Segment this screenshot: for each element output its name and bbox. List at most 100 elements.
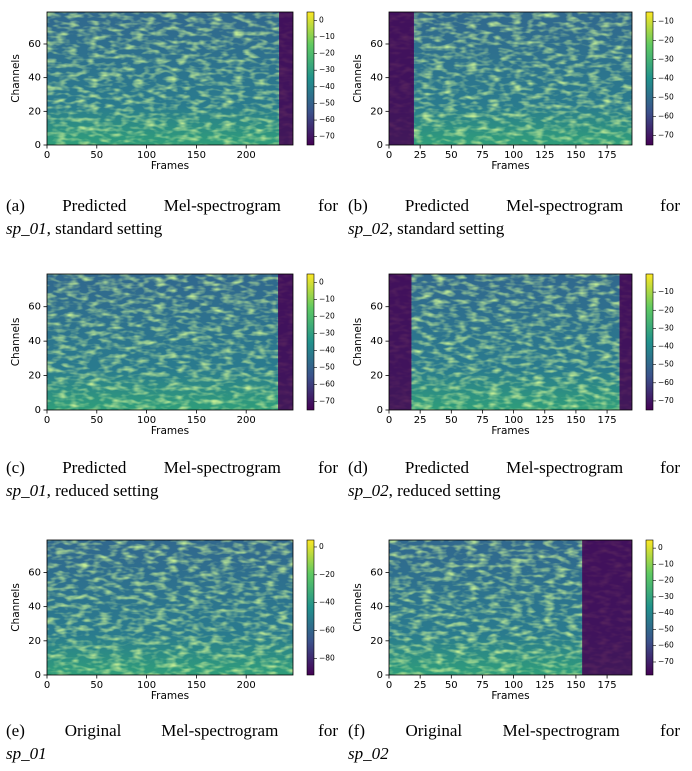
y-axis-label: Channels [352,54,364,103]
x-tick-label: 50 [90,150,103,161]
x-tick-label: 150 [566,680,585,691]
colorbar [645,273,654,411]
y-tick-label: 0 [377,405,383,416]
plot-frame [46,11,294,146]
x-tick-label: 150 [566,150,585,161]
colorbar-tick-label: −70 [319,397,335,406]
colorbar-tick-label: −20 [658,305,674,314]
y-axis-label: Channels [10,54,22,103]
caption: (d) Predicted Mel-spectrogram for sp_02, … [348,456,680,502]
caption-text: Predicted Mel-spectrogram for [62,196,338,215]
colorbar [306,11,315,146]
colorbar-tick-label: −20 [319,312,335,321]
x-tick-label: 150 [187,415,206,426]
y-tick-label: 60 [370,39,383,50]
x-tick-label: 25 [414,415,427,426]
colorbar-tick-label: −10 [658,287,674,296]
y-tick-label: 0 [35,140,41,151]
caption-text: Original Mel-spectrogram for [64,721,338,740]
caption-label: (d) [348,458,368,477]
y-tick-label: 0 [377,140,383,151]
colorbar-tick-label: −40 [658,74,674,83]
x-tick-label: 100 [504,415,523,426]
x-tick-label: 75 [476,415,489,426]
x-tick-label: 50 [90,415,103,426]
x-tick-label: 150 [187,150,206,161]
colorbar [306,539,315,676]
colorbar-tick-label: −40 [319,82,335,91]
x-tick-label: 0 [386,150,392,161]
caption-setting: , standard setting [388,219,505,238]
x-tick-label: 75 [476,680,489,691]
spectrogram-padding [389,12,414,145]
colorbar-tick-label: −50 [658,93,674,102]
x-tick-label: 0 [386,415,392,426]
x-tick-label: 175 [598,680,617,691]
colorbar-tick-label: −60 [658,378,674,387]
x-tick-label: 50 [445,415,458,426]
spectrogram-texture [389,274,632,410]
spectrogram-padding [389,274,412,410]
spectrogram-padding [279,12,293,145]
caption-label: (a) [6,196,25,215]
x-tick-label: 50 [90,680,103,691]
x-tick-label: 100 [504,150,523,161]
y-tick-label: 0 [35,670,41,681]
caption: (e) Original Mel-spectrogram for sp_01 [6,719,338,765]
caption-name: sp_01 [6,744,47,763]
caption-label: (c) [6,458,25,477]
x-axis-label: Frames [491,690,529,702]
caption-text: Original Mel-spectrogram for [405,721,681,740]
colorbar-tick-label: −50 [658,360,674,369]
plot-frame [388,11,633,146]
x-tick-label: 200 [237,150,256,161]
colorbar-tick-label: −60 [319,115,335,124]
caption-setting: , reduced setting [46,481,159,500]
plot-frame [46,539,294,676]
y-tick-label: 60 [370,302,383,313]
y-tick-label: 40 [370,336,383,347]
y-tick-label: 0 [377,670,383,681]
y-tick-label: 60 [28,567,41,578]
caption-name: sp_02 [348,219,389,238]
colorbar-tick-label: −70 [319,132,335,141]
y-tick-label: 40 [370,602,383,613]
colorbar-tick-label: 0 [319,15,324,24]
colorbar-tick-label: −10 [658,559,674,568]
colorbar-tick-label: −60 [319,625,335,634]
colorbar-tick-label: −30 [658,323,674,332]
y-tick-label: 60 [28,39,41,50]
y-tick-label: 20 [370,371,383,382]
x-tick-label: 150 [187,680,206,691]
colorbar-tick-label: −40 [658,608,674,617]
y-tick-label: 40 [28,73,41,84]
colorbar-tick-label: 0 [319,278,324,287]
x-tick-label: 175 [598,150,617,161]
colorbar-tick-label: −60 [658,112,674,121]
colorbar-tick-label: −20 [658,36,674,45]
colorbar-tick-label: −30 [658,55,674,64]
y-tick-label: 0 [35,405,41,416]
colorbar-tick-label: −10 [319,295,335,304]
x-tick-label: 75 [476,150,489,161]
x-axis-label: Frames [491,425,529,437]
x-axis-label: Frames [491,160,529,172]
colorbar-tick-label: −30 [319,65,335,74]
x-tick-label: 25 [414,150,427,161]
colorbar-tick-label: −20 [658,576,674,585]
x-tick-label: 125 [535,680,554,691]
caption-name: sp_02 [348,481,389,500]
colorbar-tick-label: −50 [319,98,335,107]
x-tick-label: 100 [137,415,156,426]
colorbar-tick-label: −20 [319,570,335,579]
colorbar-tick-label: −50 [658,624,674,633]
y-tick-label: 40 [370,73,383,84]
x-axis-label: Frames [151,160,189,172]
y-axis-label: Channels [10,583,22,632]
colorbar-tick-label: −10 [658,17,674,26]
y-axis-label: Channels [10,318,22,367]
plot-frame [46,273,294,411]
y-tick-label: 40 [28,602,41,613]
spectrogram-texture [47,274,293,410]
